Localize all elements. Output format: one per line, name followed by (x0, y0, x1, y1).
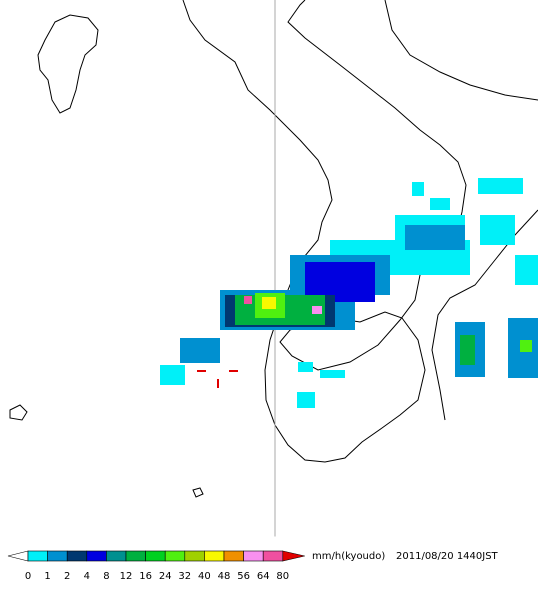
legend-unit: mm/h(kyoudo) (312, 551, 385, 562)
colorbar-tick-label: 64 (257, 571, 270, 582)
colorbar-tick-label: 4 (84, 571, 90, 582)
legend-timestamp: 2011/08/20 1440JST (396, 551, 499, 562)
radar-echo (160, 178, 538, 408)
colorbar-tick-label: 8 (103, 571, 109, 582)
colorbar-cell (243, 550, 264, 562)
colorbar-under (7, 550, 29, 562)
colorbar-cell (86, 550, 107, 562)
colorbar-tick-label: 56 (237, 571, 250, 582)
colorbar-tick-label: 16 (139, 571, 152, 582)
colorbar-tick-label: 32 (178, 571, 191, 582)
colorbar-tick-label: 2 (64, 571, 70, 582)
colorbar-cell (223, 550, 244, 562)
colorbar: 0 1 2 4 8 12 16 24 32 40 48 56 64 80 (7, 550, 305, 582)
colorbar-cell (164, 550, 186, 562)
colorbar-tick-label: 24 (159, 571, 172, 582)
colorbar-cell (262, 550, 284, 562)
colorbar-cell (204, 550, 225, 562)
colorbar-cell (66, 550, 88, 562)
colorbar-tick-label: 48 (218, 571, 231, 582)
colorbar-cell (27, 550, 48, 562)
colorbar-cell (106, 550, 127, 562)
colorbar-cell (145, 550, 166, 562)
colorbar-tick-label: 1 (44, 571, 50, 582)
colorbar-cell (47, 550, 68, 562)
colorbar-tick-label: 12 (120, 571, 133, 582)
colorbar-cell (125, 550, 146, 562)
colorbar-tick-label: 40 (198, 571, 211, 582)
colorbar-cell (184, 550, 205, 562)
colorbar-over (282, 550, 305, 562)
colorbar-tick-label: 0 (25, 571, 31, 582)
colorbar-tick-label: 80 (276, 571, 289, 582)
